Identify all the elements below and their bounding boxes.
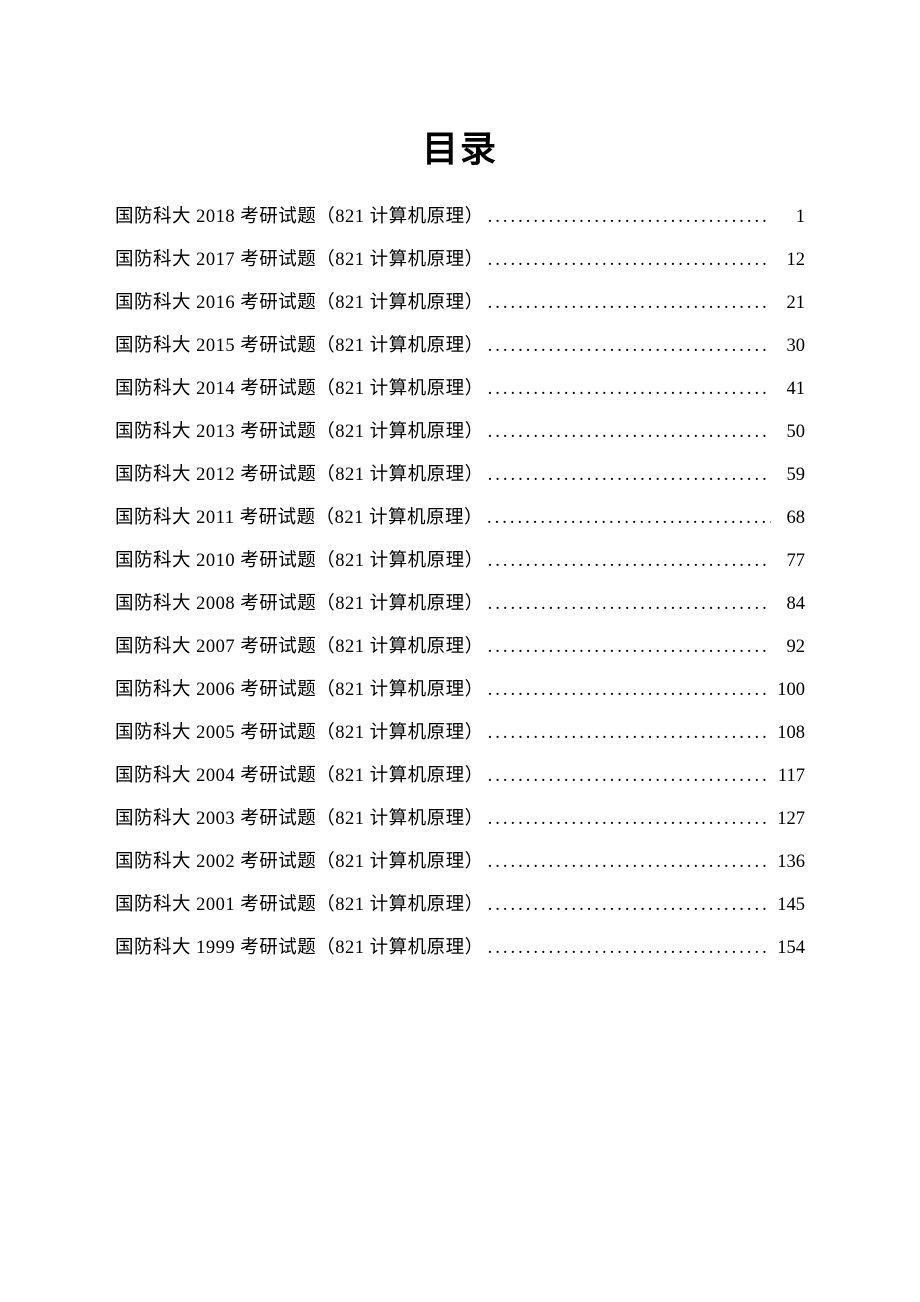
toc-row: 国防科大 2003 考研试题（821 计算机原理） 127 bbox=[115, 810, 805, 829]
toc-leader-dots bbox=[484, 810, 771, 829]
toc-leader-dots bbox=[484, 767, 771, 786]
toc-leader-dots bbox=[484, 939, 771, 958]
toc-entry-page: 12 bbox=[771, 251, 805, 270]
toc-leader-dots bbox=[484, 853, 771, 872]
toc-entry-page: 145 bbox=[771, 896, 805, 915]
toc-row: 国防科大 2016 考研试题（821 计算机原理） 21 bbox=[115, 294, 805, 313]
toc-row: 国防科大 2002 考研试题（821 计算机原理） 136 bbox=[115, 853, 805, 872]
toc-entry-label: 国防科大 1999 考研试题（821 计算机原理） bbox=[115, 939, 484, 958]
toc-entry-page: 100 bbox=[771, 681, 805, 700]
toc-entry-label: 国防科大 2007 考研试题（821 计算机原理） bbox=[115, 638, 484, 657]
toc-leader-dots bbox=[484, 380, 771, 399]
toc-leader-dots bbox=[484, 681, 771, 700]
toc-entry-page: 41 bbox=[771, 380, 805, 399]
toc-row: 国防科大 2005 考研试题（821 计算机原理） 108 bbox=[115, 724, 805, 743]
toc-leader-dots bbox=[484, 466, 771, 485]
toc-leader-dots bbox=[483, 509, 771, 528]
toc-row: 国防科大 2006 考研试题（821 计算机原理） 100 bbox=[115, 681, 805, 700]
toc-row: 国防科大 1999 考研试题（821 计算机原理） 154 bbox=[115, 939, 805, 958]
toc-entry-label: 国防科大 2003 考研试题（821 计算机原理） bbox=[115, 810, 484, 829]
toc-row: 国防科大 2014 考研试题（821 计算机原理） 41 bbox=[115, 380, 805, 399]
toc-list: 国防科大 2018 考研试题（821 计算机原理） 1 国防科大 2017 考研试题… bbox=[115, 208, 805, 958]
toc-row: 国防科大 2012 考研试题（821 计算机原理） 59 bbox=[115, 466, 805, 485]
document-page: 目录 国防科大 2018 考研试题（821 计算机原理） 1 国防科大 2017 考… bbox=[0, 0, 920, 1302]
toc-entry-label: 国防科大 2016 考研试题（821 计算机原理） bbox=[115, 294, 484, 313]
toc-entry-page: 77 bbox=[771, 552, 805, 571]
toc-leader-dots bbox=[484, 724, 771, 743]
toc-entry-page: 59 bbox=[771, 466, 805, 485]
toc-entry-label: 国防科大 2010 考研试题（821 计算机原理） bbox=[115, 552, 484, 571]
toc-row: 国防科大 2015 考研试题（821 计算机原理） 30 bbox=[115, 337, 805, 356]
toc-entry-label: 国防科大 2018 考研试题（821 计算机原理） bbox=[115, 208, 484, 227]
toc-row: 国防科大 2018 考研试题（821 计算机原理） 1 bbox=[115, 208, 805, 227]
toc-entry-page: 136 bbox=[771, 853, 805, 872]
toc-row: 国防科大 2004 考研试题（821 计算机原理） 117 bbox=[115, 767, 805, 786]
toc-entry-page: 92 bbox=[771, 638, 805, 657]
toc-entry-label: 国防科大 2015 考研试题（821 计算机原理） bbox=[115, 337, 484, 356]
toc-row: 国防科大 2013 考研试题（821 计算机原理） 50 bbox=[115, 423, 805, 442]
toc-entry-page: 21 bbox=[771, 294, 805, 313]
toc-entry-label: 国防科大 2012 考研试题（821 计算机原理） bbox=[115, 466, 484, 485]
toc-entry-label: 国防科大 2006 考研试题（821 计算机原理） bbox=[115, 681, 484, 700]
toc-entry-label: 国防科大 2008 考研试题（821 计算机原理） bbox=[115, 595, 484, 614]
toc-leader-dots bbox=[484, 638, 771, 657]
toc-entry-page: 127 bbox=[771, 810, 805, 829]
toc-entry-label: 国防科大 2011 考研试题（821 计算机原理） bbox=[115, 509, 483, 528]
toc-leader-dots bbox=[484, 552, 771, 571]
toc-entry-label: 国防科大 2017 考研试题（821 计算机原理） bbox=[115, 251, 484, 270]
toc-entry-page: 117 bbox=[771, 767, 805, 786]
toc-entry-label: 国防科大 2004 考研试题（821 计算机原理） bbox=[115, 767, 484, 786]
toc-entry-page: 108 bbox=[771, 724, 805, 743]
toc-row: 国防科大 2007 考研试题（821 计算机原理） 92 bbox=[115, 638, 805, 657]
toc-entry-label: 国防科大 2005 考研试题（821 计算机原理） bbox=[115, 724, 484, 743]
toc-row: 国防科大 2001 考研试题（821 计算机原理） 145 bbox=[115, 896, 805, 915]
toc-entry-page: 68 bbox=[771, 509, 805, 528]
toc-entry-page: 50 bbox=[771, 423, 805, 442]
toc-entry-page: 154 bbox=[771, 939, 805, 958]
toc-entry-label: 国防科大 2013 考研试题（821 计算机原理） bbox=[115, 423, 484, 442]
toc-row: 国防科大 2008 考研试题（821 计算机原理） 84 bbox=[115, 595, 805, 614]
toc-leader-dots bbox=[484, 896, 771, 915]
toc-entry-page: 30 bbox=[771, 337, 805, 356]
toc-title: 目录 bbox=[115, 120, 805, 172]
toc-entry-label: 国防科大 2002 考研试题（821 计算机原理） bbox=[115, 853, 484, 872]
toc-leader-dots bbox=[484, 294, 771, 313]
toc-leader-dots bbox=[484, 423, 771, 442]
toc-entry-page: 1 bbox=[771, 208, 805, 227]
toc-row: 国防科大 2017 考研试题（821 计算机原理） 12 bbox=[115, 251, 805, 270]
toc-leader-dots bbox=[484, 251, 771, 270]
toc-entry-label: 国防科大 2014 考研试题（821 计算机原理） bbox=[115, 380, 484, 399]
toc-entry-page: 84 bbox=[771, 595, 805, 614]
toc-row: 国防科大 2011 考研试题（821 计算机原理） 68 bbox=[115, 509, 805, 528]
toc-leader-dots bbox=[484, 595, 771, 614]
toc-leader-dots bbox=[484, 337, 771, 356]
toc-row: 国防科大 2010 考研试题（821 计算机原理） 77 bbox=[115, 552, 805, 571]
toc-leader-dots bbox=[484, 208, 771, 227]
toc-entry-label: 国防科大 2001 考研试题（821 计算机原理） bbox=[115, 896, 484, 915]
